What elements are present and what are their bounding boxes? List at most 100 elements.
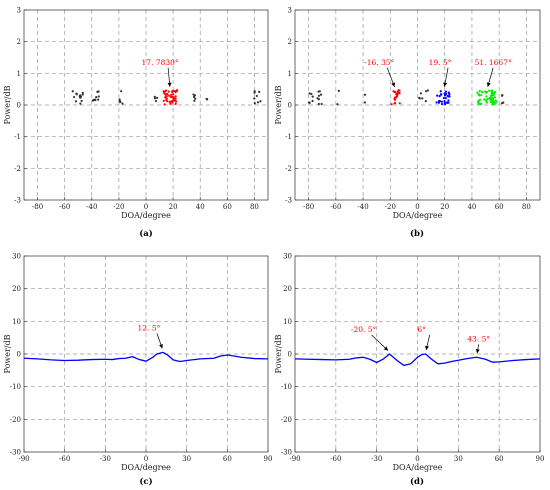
data-point <box>476 100 480 104</box>
data-point <box>96 90 99 93</box>
annotation-arrowhead <box>475 349 480 354</box>
x-ticks: -90 -60 -30 0 30 60 90 <box>18 449 272 463</box>
data-point <box>442 96 445 100</box>
data-point <box>308 101 311 104</box>
data-point <box>75 93 78 96</box>
x-tick-label: 30 <box>182 455 191 463</box>
data-point <box>492 100 495 104</box>
annotation-label: -20. 5° <box>351 325 377 334</box>
y-tick-label: -30 <box>281 449 292 457</box>
x-tick-label: 60 <box>495 203 504 211</box>
data-point <box>169 102 172 105</box>
y-tick-label: 0 <box>17 102 21 110</box>
data-point <box>80 99 83 103</box>
data-point <box>485 95 488 98</box>
data-point <box>424 99 427 103</box>
data-point <box>256 101 260 104</box>
x-tick-label: 0 <box>144 203 148 211</box>
data-point <box>394 96 397 99</box>
grid <box>24 10 268 200</box>
panel-c: -90 -60 -30 0 30 60 90 -30 -20 -10 0 10 20 30 DOA/degr… <box>3 253 272 488</box>
x-tick-label: 60 <box>495 455 504 463</box>
data-point <box>418 97 421 100</box>
series-line <box>294 353 541 367</box>
data-point <box>320 102 323 106</box>
data-point <box>174 100 178 103</box>
y-tick-label: -2 <box>14 165 21 173</box>
panel-label: (d) <box>410 476 424 487</box>
data-point <box>426 89 429 92</box>
panel-label: (b) <box>410 228 424 239</box>
panel-label: (c) <box>139 476 152 487</box>
data-point <box>91 99 94 102</box>
y-ticks: -30 -20 -10 0 10 20 30 <box>281 253 298 457</box>
annotation-label: 51. 1667° <box>475 58 512 67</box>
x-tick-label: -90 <box>18 455 29 463</box>
data-point <box>447 99 450 102</box>
data-point <box>317 90 320 93</box>
data-point <box>440 100 444 103</box>
data-point <box>393 90 396 93</box>
data-point <box>435 101 438 104</box>
y-tick-label: -3 <box>14 197 21 205</box>
data-point <box>316 97 319 100</box>
data-point <box>172 89 176 92</box>
y-axis-label: Power/dB <box>274 85 283 124</box>
x-tick-label: 30 <box>454 455 463 463</box>
x-tick-label: -30 <box>371 455 382 463</box>
data-point <box>253 102 256 105</box>
x-ticks: -80 -60 -40 -20 0 20 40 60 80 <box>32 197 259 211</box>
data-point <box>175 89 179 92</box>
data-point <box>447 91 450 94</box>
data-point <box>491 98 494 101</box>
x-axis-label: DOA/degree <box>393 463 443 472</box>
panel-label: (a) <box>139 228 153 239</box>
data-point <box>485 101 488 104</box>
data-point <box>489 98 493 101</box>
panel-a: -80 -60 -40 -20 0 20 40 60 80 -3 -2 -1 0 1 2 3 DOA/degre… <box>3 7 269 239</box>
data-point <box>487 89 491 92</box>
y-tick-label: 3 <box>288 7 292 15</box>
y-ticks: -3 -2 -1 0 1 2 3 <box>285 7 298 205</box>
y-tick-label: -10 <box>10 383 21 391</box>
x-axis-label: DOA/degree <box>121 211 171 220</box>
y-tick-label: -20 <box>10 416 21 424</box>
data-point <box>491 103 494 106</box>
data-point <box>438 100 442 103</box>
data-point <box>120 90 123 93</box>
data-point <box>171 90 174 94</box>
data-point <box>480 94 483 97</box>
y-tick-label: 0 <box>17 351 21 359</box>
data-point <box>174 102 177 105</box>
data-point <box>363 93 367 96</box>
y-tick-label: 1 <box>17 70 21 78</box>
data-point <box>337 89 340 92</box>
annotation-arrowhead <box>425 345 429 351</box>
y-ticks: -30 -20 -10 0 10 20 30 <box>10 253 27 457</box>
data-point <box>448 95 451 98</box>
annotation-arrowhead <box>443 82 448 87</box>
y-tick-label: 0 <box>288 351 292 359</box>
panel-b: -80 -60 -40 -20 0 20 40 60 80 -3 -2 -1 0 1 2 3 DOA/degre… <box>274 7 541 239</box>
x-tick-label: 80 <box>250 203 259 211</box>
data-point <box>118 99 121 102</box>
data-point <box>483 98 486 101</box>
y-tick-label: 2 <box>17 38 21 46</box>
data-point <box>205 97 208 100</box>
data-point <box>390 103 393 106</box>
x-tick-label: -40 <box>357 203 368 211</box>
annotation-label: 12. 5° <box>138 323 161 332</box>
x-axis-label: DOA/degree <box>121 463 171 472</box>
data-point <box>436 94 439 97</box>
data-layer <box>308 89 505 106</box>
series-line <box>23 351 269 363</box>
data-point <box>258 90 261 93</box>
data-point <box>163 103 166 106</box>
data-point <box>174 90 177 94</box>
data-point <box>481 90 484 93</box>
data-layer <box>71 89 262 106</box>
y-tick-label: 0 <box>288 102 292 110</box>
data-point <box>174 97 177 100</box>
x-tick-label: 20 <box>440 203 449 211</box>
y-tick-label: 10 <box>283 318 292 326</box>
